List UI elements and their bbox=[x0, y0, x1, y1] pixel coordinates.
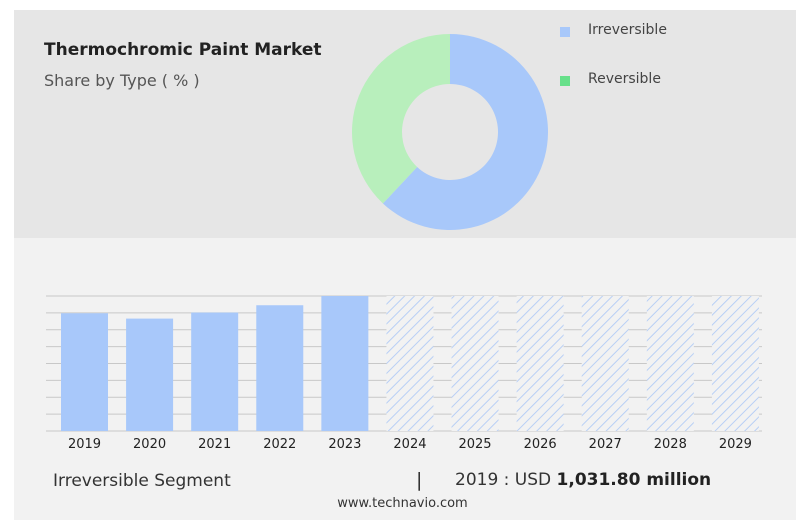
x-tick-label-2020: 2020 bbox=[133, 437, 166, 452]
footer-separator: | bbox=[416, 469, 423, 491]
donut-slice-irreversible bbox=[382, 34, 548, 230]
bar-chart: 2019 2020 2021 2022 2023 2024 2025 2026 2027 2028… bbox=[46, 295, 762, 452]
x-tick-label-2021: 2021 bbox=[198, 437, 231, 452]
x-tick-label-2025: 2025 bbox=[458, 437, 491, 452]
bar-2021 bbox=[191, 312, 239, 431]
x-tick-label-2023: 2023 bbox=[328, 437, 361, 452]
footer-value: 2019 : USD 1,031.80 million bbox=[455, 470, 711, 490]
footer-amount: 1,031.80 million bbox=[556, 470, 712, 490]
bar-2019 bbox=[61, 313, 108, 431]
x-tick-label-2022: 2022 bbox=[263, 437, 296, 452]
legend-swatch-irreversible bbox=[560, 27, 570, 37]
forecast-bar-2029 bbox=[711, 296, 759, 431]
footer-segment: Irreversible Segment bbox=[53, 471, 231, 491]
forecast-bar-2028 bbox=[646, 296, 694, 431]
donut-slice-reversible bbox=[352, 34, 450, 204]
bar-2022 bbox=[256, 305, 304, 431]
bar-2020 bbox=[126, 318, 174, 431]
forecast-bar-2027 bbox=[581, 296, 629, 431]
forecast-bar-2025 bbox=[451, 296, 499, 431]
x-tick-label-2027: 2027 bbox=[589, 437, 622, 452]
chart-title: Thermochromic Paint Market bbox=[44, 40, 322, 60]
bar-2023 bbox=[321, 296, 369, 431]
donut-chart bbox=[352, 34, 548, 230]
x-tick-label-2026: 2026 bbox=[524, 437, 557, 452]
x-tick-label-2029: 2029 bbox=[719, 437, 752, 452]
x-tick-label-2019: 2019 bbox=[68, 437, 101, 452]
x-tick-label-2024: 2024 bbox=[393, 437, 426, 452]
forecast-bar-2026 bbox=[516, 296, 564, 431]
footer-year-label: 2019 : USD bbox=[455, 470, 557, 490]
x-tick-label-2028: 2028 bbox=[654, 437, 687, 452]
legend-swatch-reversible bbox=[560, 76, 570, 86]
source-watermark: www.technavio.com bbox=[337, 496, 468, 511]
legend-label-irreversible: Irreversible bbox=[588, 22, 667, 38]
chart-subtitle: Share by Type ( % ) bbox=[44, 71, 200, 90]
legend-label-reversible: Reversible bbox=[588, 71, 661, 87]
forecast-bar-2024 bbox=[386, 296, 434, 431]
